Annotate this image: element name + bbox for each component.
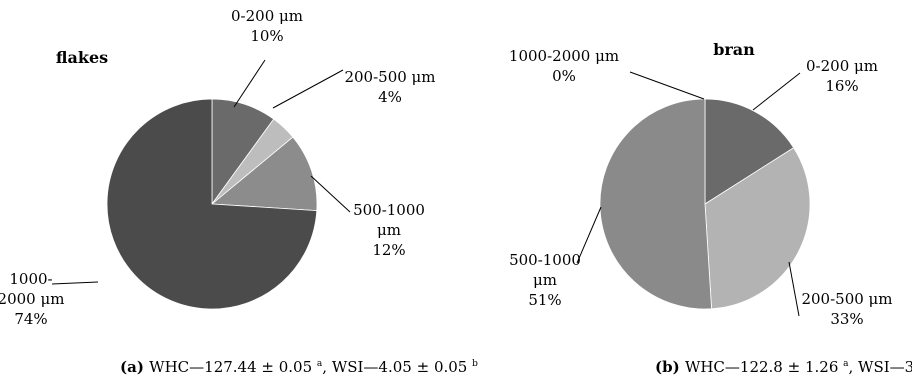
data-label: 500-1000 μm 51% xyxy=(509,251,581,309)
pie-chart-bran: bran 0-200 μm 16% 200-500 μm 33% 500-1000 μm 51… xyxy=(509,40,912,376)
leader-line xyxy=(752,72,801,111)
data-label: 0-200 μm 10% xyxy=(231,7,303,45)
data-label: 200-500 μm 33% xyxy=(801,290,892,328)
leader-line xyxy=(272,69,344,109)
leader-line xyxy=(629,71,705,100)
leader-line xyxy=(233,59,266,108)
chart-title: bran xyxy=(713,40,755,59)
data-label: 0-200 μm 16% xyxy=(806,57,878,95)
pie-slice-0-3 xyxy=(106,98,318,310)
chart-caption: (b) WHC—122.8 ± 1.26 a, WSI—3.7 ± 0.07 a xyxy=(655,358,912,376)
data-label: 1000-2000 μm 74% xyxy=(0,270,64,328)
chart-caption: (a) WHC—127.44 ± 0.05 a, WSI—4.05 ± 0.05… xyxy=(120,358,478,376)
pie-slice-1-0 xyxy=(704,98,795,205)
leader-line xyxy=(310,175,351,213)
data-label: 1000-2000 μm 0% xyxy=(509,47,619,85)
chart-title: flakes xyxy=(56,48,108,67)
leader-line xyxy=(576,206,602,264)
leader-line xyxy=(788,261,800,317)
data-label: 200-500 μm 4% xyxy=(344,68,435,106)
pie-slice-1-2 xyxy=(599,98,713,310)
leader-line xyxy=(51,281,99,285)
pie-chart-flakes: flakes 0-200 μm 10% 200-500 μm 4% 500-1000 μm 1… xyxy=(0,7,478,376)
data-label: 500-1000 μm 12% xyxy=(353,201,425,259)
pie-slice-0-2 xyxy=(210,136,318,212)
pie-slice-1-1 xyxy=(704,147,811,310)
